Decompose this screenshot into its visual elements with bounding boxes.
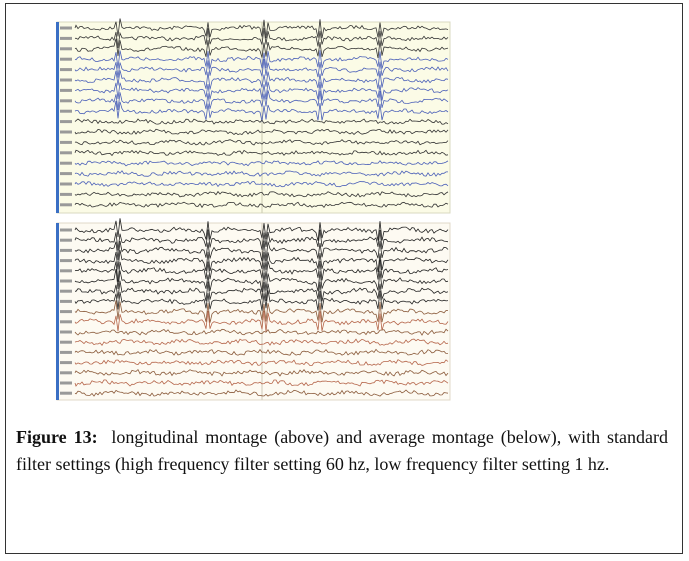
channel-label xyxy=(60,99,72,103)
channel-label xyxy=(60,140,72,144)
eeg-trace xyxy=(74,90,449,111)
channel-label xyxy=(60,310,72,314)
channel-label xyxy=(60,47,72,51)
eeg-trace xyxy=(74,59,449,78)
eeg-trace xyxy=(75,81,449,101)
channel-label xyxy=(60,130,72,134)
eeg-trace xyxy=(74,28,449,48)
eeg-trace xyxy=(74,149,449,157)
eeg-trace xyxy=(74,190,449,198)
eeg-trace xyxy=(74,379,449,387)
eeg-trace xyxy=(74,139,449,146)
eeg-trace xyxy=(74,201,449,209)
eeg-trace xyxy=(74,290,449,311)
eeg-trace xyxy=(74,240,449,262)
eeg-panel-bottom xyxy=(56,222,451,401)
channel-label xyxy=(60,361,72,365)
eeg-trace xyxy=(74,160,449,167)
eeg-traces xyxy=(60,18,449,397)
eeg-trace xyxy=(74,70,449,90)
channel-label xyxy=(60,259,72,263)
channel-label xyxy=(60,228,72,232)
eeg-trace xyxy=(74,170,448,177)
eeg-trace xyxy=(74,359,449,366)
eeg-trace xyxy=(74,100,449,122)
channel-label xyxy=(60,381,72,385)
channel-label xyxy=(60,391,72,395)
eeg-trace xyxy=(74,181,449,188)
channel-label xyxy=(60,182,72,186)
eeg-trace xyxy=(74,280,449,302)
channel-label xyxy=(60,289,72,293)
eeg-trace xyxy=(74,118,449,125)
channel-label xyxy=(60,238,72,242)
channel-label xyxy=(60,109,72,113)
eeg-trace xyxy=(74,38,449,59)
figure-frame xyxy=(5,3,683,554)
eeg-trace xyxy=(74,368,449,377)
channel-label xyxy=(60,68,72,72)
channel-label xyxy=(60,88,72,92)
eeg-trace xyxy=(74,300,449,323)
eeg-trace xyxy=(74,218,449,241)
channel-label xyxy=(60,320,72,324)
channel-label xyxy=(60,299,72,303)
channel-label xyxy=(60,26,72,30)
channel-label xyxy=(60,120,72,124)
channel-label xyxy=(60,203,72,207)
eeg-trace xyxy=(74,328,449,336)
eeg-trace xyxy=(74,310,449,332)
channel-label xyxy=(60,192,72,196)
eeg-trace xyxy=(74,250,449,273)
channel-bar xyxy=(56,223,59,400)
eeg-figure xyxy=(56,18,451,401)
channel-label xyxy=(60,330,72,334)
eeg-trace xyxy=(74,389,449,397)
channel-bar xyxy=(56,22,59,213)
channel-label xyxy=(60,172,72,176)
eeg-trace xyxy=(74,259,449,282)
eeg-trace xyxy=(74,338,449,346)
channel-label xyxy=(60,340,72,344)
channel-label xyxy=(60,350,72,354)
channel-label xyxy=(60,248,72,252)
channel-label xyxy=(60,279,72,283)
eeg-panel-top xyxy=(56,21,451,214)
channel-label xyxy=(60,371,72,375)
channel-label xyxy=(60,36,72,40)
caption-text: longitudinal montage (above) and average… xyxy=(16,427,669,474)
channel-label xyxy=(60,151,72,155)
figure-caption: Figure 13: longitudinal montage (above) … xyxy=(16,424,668,478)
eeg-trace xyxy=(74,128,449,136)
eeg-trace xyxy=(74,229,449,251)
channel-label xyxy=(60,161,72,165)
channel-label xyxy=(60,269,72,273)
channel-label xyxy=(60,78,72,82)
eeg-trace xyxy=(74,50,449,69)
eeg-trace xyxy=(74,269,449,293)
channel-label xyxy=(60,57,72,61)
eeg-trace xyxy=(74,18,449,39)
figure-label: Figure 13: xyxy=(16,427,98,447)
eeg-trace xyxy=(74,348,449,356)
